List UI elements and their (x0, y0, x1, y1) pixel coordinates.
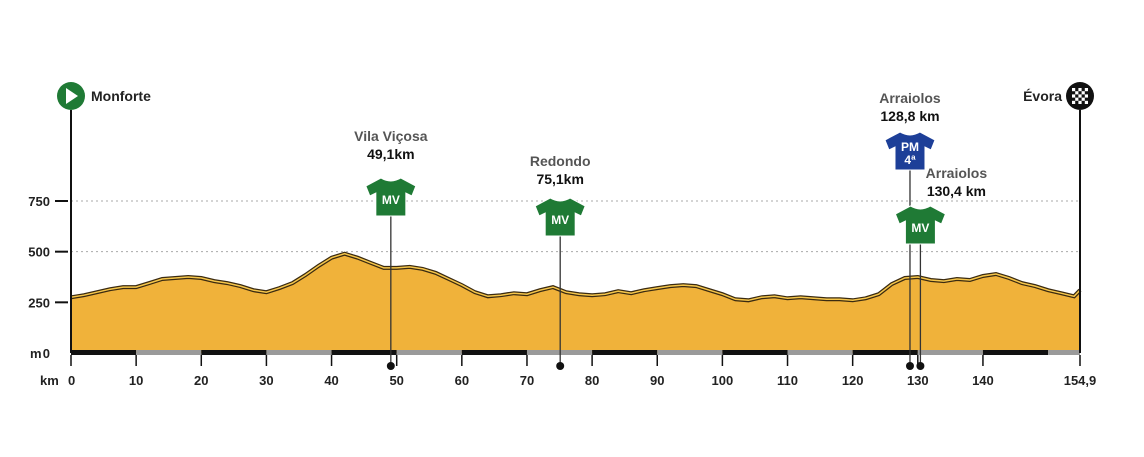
x-unit-label: km (40, 373, 59, 388)
start-play-icon (57, 82, 85, 110)
y-tick-label: 500 (28, 245, 50, 260)
jersey-label: PM (901, 140, 919, 154)
y-tick-label: 250 (28, 295, 50, 310)
baseline-segment (657, 350, 723, 355)
marker-distance: 49,1km (367, 146, 414, 162)
y-tick-label: 0 (43, 346, 50, 361)
x-tick-label: 30 (259, 373, 273, 388)
baseline-segment (917, 350, 983, 355)
baseline-segment (526, 350, 593, 355)
baseline-segment (722, 350, 788, 355)
baseline-segment (461, 350, 527, 355)
x-tick-label: 10 (129, 373, 143, 388)
jersey-label: MV (551, 213, 569, 227)
elevation-line (70, 252, 1081, 302)
y-tick-label: 750 (28, 194, 50, 209)
marker-name: Arraiolos (926, 165, 988, 181)
marker-dot (556, 362, 565, 370)
checker-square (1072, 100, 1076, 104)
finish-label: Évora (1023, 88, 1062, 104)
checker-square (1072, 88, 1076, 92)
climb-marker: Arraiolos 130,4 km MV (894, 165, 988, 370)
marker-distance: 128,8 km (880, 108, 939, 124)
checker-square (1078, 88, 1082, 92)
marker-distance: 130,4 km (927, 183, 986, 199)
checker-square (1075, 97, 1079, 101)
x-tick-label: 100 (712, 373, 734, 388)
endpoint-layer: Monforte Évora (57, 82, 1094, 353)
checker-square (1084, 100, 1088, 104)
checker-square (1084, 94, 1088, 98)
jersey-icon (365, 177, 417, 217)
x-tick-label: 80 (585, 373, 599, 388)
jersey-icon (884, 131, 936, 171)
marker-dot (386, 362, 395, 370)
x-tick-label: 70 (520, 373, 534, 388)
climb-marker: Redondo 75,1km MV (530, 153, 591, 370)
baseline-segment (852, 350, 918, 355)
x-tick-label: 0 (68, 373, 75, 388)
marker-distance: 75,1km (536, 171, 583, 187)
jersey-category: 4ª (904, 153, 916, 167)
x-tick-label: 110 (777, 373, 798, 388)
x-tick-label: 40 (324, 373, 338, 388)
y-unit-label: m (30, 346, 42, 361)
x-tick-label: 20 (194, 373, 208, 388)
jersey-label: MV (382, 193, 400, 207)
checker-square (1078, 100, 1082, 104)
baseline-segment (201, 350, 267, 355)
baseline-segment (266, 350, 332, 355)
marker-name: Arraiolos (879, 90, 941, 106)
baseline-segment (982, 350, 1049, 355)
marker-name: Redondo (530, 153, 591, 169)
checker-square (1081, 91, 1085, 95)
x-tick-label: 120 (842, 373, 864, 388)
baseline-segment (396, 350, 462, 355)
marker-name: Vila Viçosa (354, 128, 428, 144)
start-label: Monforte (91, 88, 151, 104)
checker-square (1084, 88, 1088, 92)
x-tick-label: 154,9 (1064, 373, 1097, 388)
baseline-segment (331, 350, 397, 355)
checker-square (1081, 97, 1085, 101)
checker-square (1072, 94, 1076, 98)
checker-square (1075, 91, 1079, 95)
finish-flag-icon (1066, 82, 1094, 110)
baseline-segment (787, 350, 853, 355)
x-tick-label: 90 (650, 373, 664, 388)
x-tick-label: 130 (907, 373, 929, 388)
marker-dot (905, 362, 914, 370)
marker-layer: Vila Viçosa49,1kmMVRedondo75,1kmMVArraio… (354, 90, 987, 370)
elevation-area (71, 253, 1080, 353)
baseline-segment (1048, 350, 1080, 355)
checker-square (1078, 94, 1082, 98)
jersey-label: MV (911, 221, 929, 235)
x-tick-label: 140 (972, 373, 994, 388)
x-tick-label: 60 (455, 373, 469, 388)
x-tick-label: 50 (389, 373, 403, 388)
baseline-segment (592, 350, 658, 355)
baseline-segment (136, 350, 202, 355)
baseline-segment (71, 350, 137, 355)
marker-dot (916, 362, 925, 370)
jersey-icon (534, 197, 586, 237)
elevation-area-layer (70, 251, 1082, 353)
jersey-icon (894, 205, 947, 245)
climb-marker: Vila Viçosa 49,1km MV (354, 128, 428, 370)
